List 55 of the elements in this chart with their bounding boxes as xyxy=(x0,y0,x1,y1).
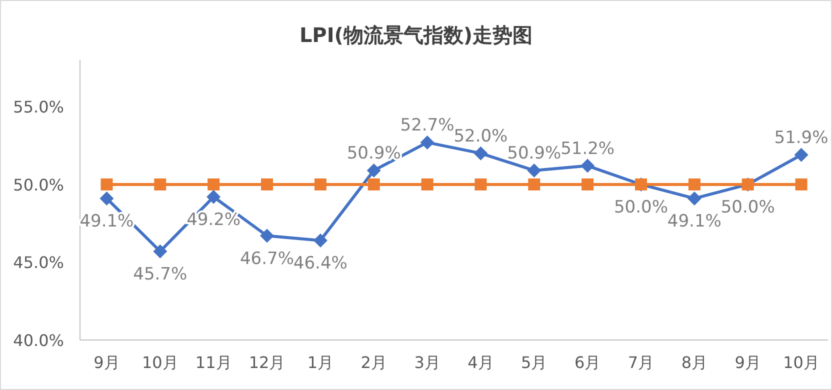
point xyxy=(474,178,487,190)
x-tick-label: 3月 xyxy=(414,353,440,372)
x-tick-label: 9月 xyxy=(94,353,120,372)
x-tick-label: 7月 xyxy=(628,353,654,372)
point xyxy=(260,228,274,243)
x-tick-label: 2月 xyxy=(360,353,387,372)
point xyxy=(153,244,168,258)
point xyxy=(366,163,381,178)
y-tick-label: 55.0% xyxy=(13,98,64,117)
point xyxy=(154,178,166,190)
point xyxy=(100,178,113,190)
point xyxy=(208,178,220,190)
data-label: 50.9% xyxy=(507,143,562,164)
point xyxy=(100,191,114,206)
data-label: 51.2% xyxy=(560,138,615,159)
data-label: 46.4% xyxy=(293,253,348,274)
point xyxy=(474,146,488,160)
data-label: 45.7% xyxy=(133,264,188,284)
data-label: 51.9% xyxy=(774,128,828,148)
point xyxy=(206,190,221,204)
point xyxy=(528,178,540,190)
point xyxy=(527,163,542,178)
x-tick-label: 4月 xyxy=(468,353,494,372)
data-label: 46.7% xyxy=(240,248,294,269)
x-tick-label: 9月 xyxy=(734,353,761,372)
x-tick-label: 12月 xyxy=(248,353,286,372)
point xyxy=(795,178,808,190)
point xyxy=(687,191,702,206)
data-label: 50.9% xyxy=(346,143,401,164)
x-tick-label: 10月 xyxy=(783,353,820,372)
point xyxy=(421,178,434,190)
point xyxy=(580,158,595,173)
point xyxy=(794,148,808,162)
point xyxy=(582,178,594,190)
y-tick-label: 40.0% xyxy=(13,331,64,350)
x-tick-label: 5月 xyxy=(521,353,548,372)
point xyxy=(368,178,380,190)
data-label: 50.0% xyxy=(720,197,775,218)
point xyxy=(313,233,328,248)
point xyxy=(314,178,326,190)
x-tick-label: 8月 xyxy=(681,353,708,372)
data-label: 50.0% xyxy=(614,197,668,218)
point xyxy=(261,178,273,190)
chart-title: LPI(物流景气指数)走势图 xyxy=(299,23,533,47)
data-label: 49.1% xyxy=(667,211,722,232)
point xyxy=(688,178,700,190)
x-tick-label: 1月 xyxy=(307,353,334,372)
x-tick-label: 6月 xyxy=(574,353,601,372)
x-tick-label: 10月 xyxy=(142,353,178,372)
point xyxy=(420,135,434,150)
x-tick-label: 11月 xyxy=(195,353,232,372)
y-tick-label: 50.0% xyxy=(13,175,64,194)
data-label: 52.0% xyxy=(454,126,508,146)
y-tick-label: 45.0% xyxy=(13,253,64,272)
data-label: 52.7% xyxy=(400,115,454,136)
